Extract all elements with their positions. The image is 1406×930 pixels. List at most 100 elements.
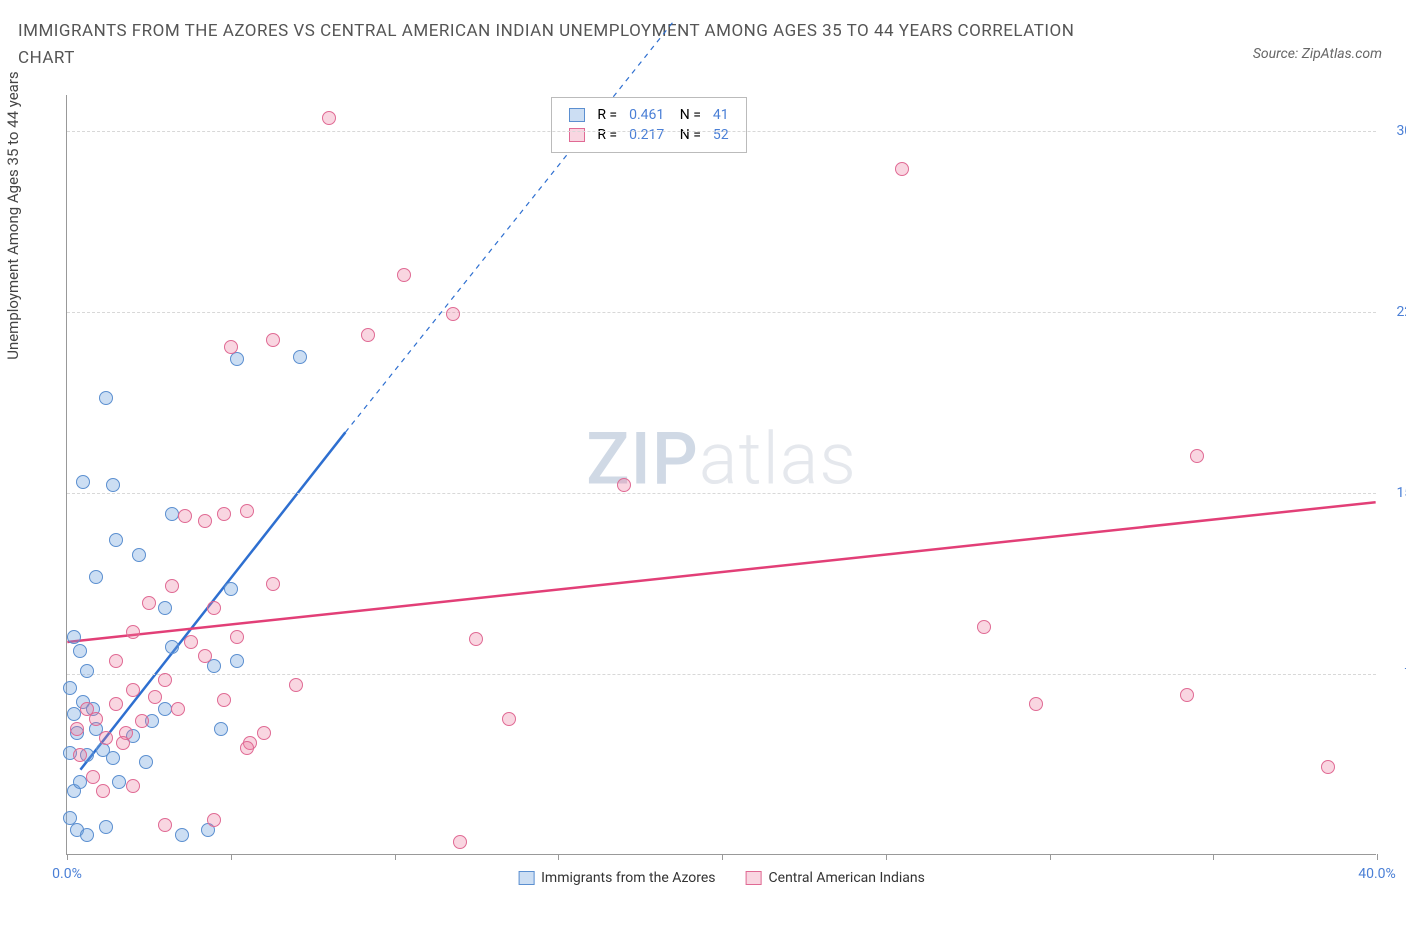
scatter-point-blue [80, 664, 94, 678]
scatter-point-blue [230, 654, 244, 668]
scatter-point-blue [76, 475, 90, 489]
scatter-point-pink [99, 731, 113, 745]
stats-box: R =0.461 N =41 R =0.217 N =52 [551, 97, 746, 153]
scatter-point-blue [224, 582, 238, 596]
scatter-point-pink [240, 504, 254, 518]
scatter-point-pink [158, 673, 172, 687]
scatter-point-pink [617, 478, 631, 492]
scatter-point-pink [198, 649, 212, 663]
legend-label-blue: Immigrants from the Azores [541, 870, 715, 886]
scatter-point-blue [214, 722, 228, 736]
scatter-point-pink [70, 722, 84, 736]
scatter-point-pink [397, 268, 411, 282]
x-tick-label: 0.0% [52, 866, 82, 882]
x-tick [395, 854, 396, 860]
scatter-point-pink [322, 111, 336, 125]
scatter-point-pink [89, 712, 103, 726]
scatter-point-pink [109, 654, 123, 668]
scatter-point-pink [158, 818, 172, 832]
scatter-point-pink [289, 678, 303, 692]
scatter-point-blue [67, 707, 81, 721]
x-tick [722, 854, 723, 860]
scatter-point-blue [73, 775, 87, 789]
r-value-blue: 0.461 [624, 106, 669, 124]
scatter-point-pink [446, 307, 460, 321]
scatter-point-pink [257, 726, 271, 740]
scatter-point-pink [469, 632, 483, 646]
scatter-point-pink [116, 736, 130, 750]
scatter-point-pink [453, 835, 467, 849]
scatter-point-pink [207, 601, 221, 615]
scatter-point-pink [1180, 688, 1194, 702]
scatter-point-pink [895, 162, 909, 176]
scatter-point-pink [148, 690, 162, 704]
x-tick [1050, 854, 1051, 860]
y-tick-label: 30.0% [1396, 123, 1406, 139]
scatter-point-blue [109, 533, 123, 547]
scatter-point-blue [158, 601, 172, 615]
trend-line-pink [67, 502, 1375, 642]
scatter-point-pink [1029, 697, 1043, 711]
scatter-point-blue [158, 702, 172, 716]
scatter-point-pink [977, 620, 991, 634]
scatter-point-pink [266, 577, 280, 591]
bottom-legend: Immigrants from the Azores Central Ameri… [518, 870, 925, 886]
x-tick [1213, 854, 1214, 860]
scatter-point-pink [207, 813, 221, 827]
scatter-point-pink [217, 507, 231, 521]
scatter-point-blue [67, 630, 81, 644]
scatter-point-blue [106, 751, 120, 765]
scatter-point-pink [178, 509, 192, 523]
scatter-point-pink [240, 741, 254, 755]
swatch-blue-icon [518, 871, 534, 885]
scatter-point-blue [63, 811, 77, 825]
scatter-point-blue [80, 828, 94, 842]
gridline [67, 493, 1376, 494]
scatter-point-pink [266, 333, 280, 347]
x-tick [886, 854, 887, 860]
scatter-point-blue [73, 644, 87, 658]
scatter-point-pink [86, 770, 100, 784]
scatter-point-blue [230, 352, 244, 366]
scatter-plot: ZIPatlas R =0.461 N =41 R =0.217 N =52 [66, 95, 1376, 855]
x-tick-label: 40.0% [1358, 866, 1396, 882]
y-axis-label: Unemployment Among Ages 35 to 44 years [4, 71, 22, 359]
scatter-point-pink [1321, 760, 1335, 774]
scatter-point-pink [165, 579, 179, 593]
scatter-point-pink [217, 693, 231, 707]
scatter-point-pink [73, 748, 87, 762]
scatter-point-pink [171, 702, 185, 716]
y-tick-label: 15.0% [1396, 485, 1406, 501]
scatter-point-blue [63, 681, 77, 695]
scatter-point-blue [139, 755, 153, 769]
gridline [67, 312, 1376, 313]
swatch-pink-icon [746, 871, 762, 885]
scatter-point-blue [165, 640, 179, 654]
chart-title: IMMIGRANTS FROM THE AZORES VS CENTRAL AM… [18, 18, 1118, 72]
swatch-blue-icon [569, 108, 585, 122]
legend-label-pink: Central American Indians [769, 870, 925, 886]
scatter-point-blue [175, 828, 189, 842]
scatter-point-pink [126, 625, 140, 639]
r-value-pink: 0.217 [624, 126, 669, 144]
scatter-point-blue [165, 507, 179, 521]
trend-line-dash-blue [345, 23, 672, 433]
scatter-point-pink [224, 340, 238, 354]
scatter-point-pink [198, 514, 212, 528]
x-tick [1377, 854, 1378, 860]
scatter-point-pink [1190, 449, 1204, 463]
scatter-point-pink [230, 630, 244, 644]
scatter-point-blue [99, 820, 113, 834]
n-value-blue: 41 [708, 106, 734, 124]
scatter-point-pink [142, 596, 156, 610]
header-row: IMMIGRANTS FROM THE AZORES VS CENTRAL AM… [0, 0, 1406, 72]
scatter-point-blue [99, 391, 113, 405]
scatter-point-blue [106, 478, 120, 492]
n-value-pink: 52 [708, 126, 734, 144]
y-tick-label: 22.5% [1396, 304, 1406, 320]
scatter-point-blue [293, 350, 307, 364]
source-label: Source: ZipAtlas.com [1253, 46, 1382, 62]
chart-container: Unemployment Among Ages 35 to 44 years Z… [18, 95, 1388, 895]
gridline [67, 131, 1376, 132]
scatter-point-pink [126, 779, 140, 793]
